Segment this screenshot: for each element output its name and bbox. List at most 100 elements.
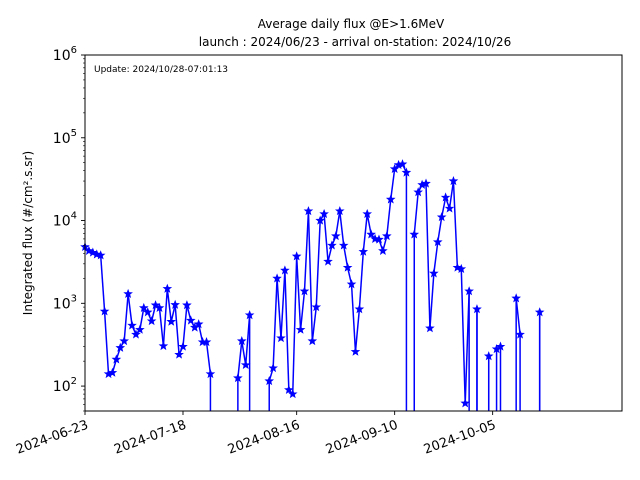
data-point-star	[127, 320, 137, 330]
series-line-segment	[123, 293, 129, 342]
series-line-segment	[460, 268, 466, 404]
data-point-star	[425, 323, 435, 333]
y-tick-base: 10	[53, 296, 71, 312]
data-point-star	[287, 389, 298, 399]
chart-title: Average daily flux @E>1.6MeV	[258, 17, 445, 31]
data-point-star	[495, 341, 506, 351]
data-point-star	[397, 159, 408, 169]
y-tick-label: 103	[53, 293, 77, 312]
data-point-star	[158, 340, 169, 351]
data-point-star	[432, 236, 443, 247]
data-point-star	[335, 206, 345, 216]
data-point-star	[311, 302, 322, 312]
data-point-star	[166, 316, 177, 326]
data-point-star	[139, 302, 149, 312]
series-line-segment	[315, 220, 321, 308]
data-point-star	[460, 398, 471, 408]
y-tick-exponent: 6	[71, 45, 77, 56]
data-point-star	[448, 176, 459, 186]
series-line-segment	[174, 304, 180, 355]
data-point-star	[299, 286, 310, 296]
y-tick-exponent: 2	[71, 376, 77, 387]
y-tick-label: 102	[53, 376, 77, 395]
series-line-segment	[433, 241, 439, 274]
series-line-segment	[162, 288, 169, 347]
data-point-star	[307, 336, 318, 346]
series-line-segment	[241, 340, 247, 366]
data-point-star	[436, 212, 447, 222]
series-line-segment	[280, 270, 286, 339]
series-line-segment	[182, 305, 188, 347]
series-line-segment	[307, 211, 314, 342]
chart-subtitle: launch : 2024/06/23 - arrival on-station…	[199, 35, 511, 49]
data-point-star	[84, 245, 94, 255]
data-point-star	[123, 288, 133, 298]
series-line-segment	[205, 342, 212, 375]
data-point-star	[244, 310, 255, 320]
data-point-star	[456, 263, 467, 274]
series-line-segment	[448, 180, 455, 209]
y-tick-base: 10	[53, 48, 71, 64]
data-point-star	[452, 262, 463, 272]
data-point-star	[331, 230, 341, 241]
data-point-star	[483, 351, 494, 361]
series-line-segment	[386, 199, 392, 237]
data-point-star	[354, 304, 365, 314]
data-point-star	[95, 250, 106, 260]
series-line-segment	[276, 278, 282, 339]
series-line-segment	[339, 211, 345, 246]
data-point-star	[421, 178, 431, 188]
series-line-segment	[425, 183, 431, 329]
data-point-star	[233, 373, 243, 383]
data-point-star	[429, 268, 439, 278]
series-line-segment	[362, 213, 368, 252]
data-point-star	[240, 359, 251, 370]
data-point-star	[178, 341, 188, 351]
data-point-star	[401, 167, 412, 177]
data-point-star	[111, 354, 122, 364]
series-line-segment	[158, 307, 165, 347]
data-point-star	[146, 316, 157, 326]
series-line-segment	[99, 255, 106, 312]
series-line-segment	[350, 284, 357, 352]
series-line-segment	[389, 168, 396, 200]
series-line-segment	[354, 309, 361, 352]
y-tick-exponent: 3	[71, 293, 77, 304]
series-line-segment	[284, 270, 290, 390]
data-point-star	[186, 315, 196, 325]
data-point-star	[327, 240, 337, 250]
data-point-star	[291, 251, 302, 261]
data-point-star	[280, 265, 290, 275]
data-point-star	[378, 245, 388, 255]
data-point-star	[319, 208, 329, 219]
data-point-star	[346, 279, 357, 289]
data-point-star	[142, 307, 153, 317]
data-point-star	[385, 194, 396, 204]
data-point-star	[413, 187, 423, 197]
data-point-star	[342, 262, 353, 272]
data-point-star	[366, 229, 376, 239]
data-point-star	[182, 300, 192, 310]
series-line-segment	[295, 256, 302, 330]
series-line-segment	[103, 311, 110, 375]
data-point-star	[154, 302, 165, 312]
series-line-segment	[272, 278, 278, 369]
data-point-star	[374, 234, 384, 244]
data-point-star	[295, 324, 306, 334]
y-tick-base: 10	[53, 379, 71, 395]
series-line-segment	[323, 213, 329, 262]
series-line-segment	[127, 293, 133, 326]
data-point-star	[515, 329, 525, 339]
data-point-star	[534, 307, 545, 317]
data-point-star	[323, 256, 333, 266]
series-line-segment	[291, 256, 298, 395]
series-line-segment	[335, 210, 341, 237]
data-point-star	[264, 376, 275, 386]
data-point-star	[193, 319, 204, 329]
data-point-star	[276, 333, 286, 343]
data-point-star	[115, 342, 126, 352]
y-tick-label: 105	[53, 128, 77, 147]
data-point-star	[107, 367, 118, 377]
update-annotation: Update: 2024/10/28-07:01:13	[94, 65, 228, 75]
